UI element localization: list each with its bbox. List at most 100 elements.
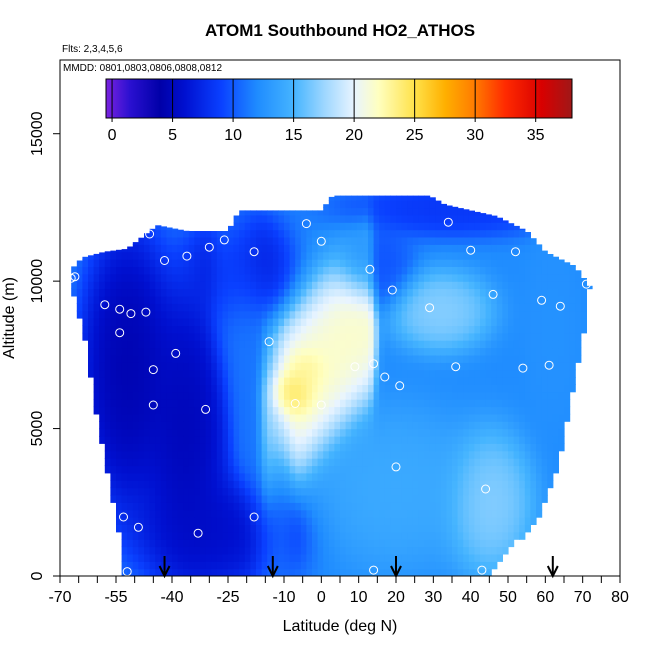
heatmap-cell bbox=[155, 369, 162, 378]
heatmap-cell bbox=[362, 428, 369, 437]
heatmap-cell bbox=[530, 465, 537, 474]
heatmap-cell bbox=[295, 480, 302, 489]
heatmap-cell bbox=[379, 236, 386, 245]
heatmap-cell bbox=[351, 421, 358, 430]
heatmap-cell bbox=[390, 413, 397, 422]
heatmap-cell bbox=[250, 553, 257, 562]
heatmap-cell bbox=[239, 310, 246, 319]
heatmap-cell bbox=[121, 487, 128, 496]
heatmap-cell bbox=[463, 244, 470, 253]
heatmap-cell bbox=[121, 369, 128, 378]
heatmap-cell bbox=[362, 369, 369, 378]
heatmap-cell bbox=[351, 472, 358, 481]
heatmap-cell bbox=[334, 480, 341, 489]
heatmap-cell bbox=[104, 406, 111, 415]
heatmap-cell bbox=[317, 502, 324, 511]
heatmap-cell bbox=[536, 273, 543, 282]
heatmap-cell bbox=[508, 318, 515, 326]
heatmap-cell bbox=[121, 266, 128, 275]
heatmap-cell bbox=[446, 399, 453, 408]
heatmap-cell bbox=[368, 214, 375, 223]
heatmap-cell bbox=[368, 295, 375, 304]
heatmap-cell bbox=[160, 354, 167, 363]
heatmap-cell bbox=[519, 509, 526, 518]
heatmap-cell bbox=[211, 428, 218, 437]
heatmap-cell bbox=[334, 325, 341, 334]
heatmap-cell bbox=[379, 399, 386, 408]
heatmap-cell bbox=[396, 214, 403, 223]
heatmap-cell bbox=[160, 413, 167, 422]
heatmap-cell bbox=[519, 325, 526, 334]
heatmap-cell bbox=[390, 325, 397, 334]
heatmap-cell bbox=[368, 399, 375, 408]
heatmap-cell bbox=[183, 428, 190, 437]
heatmap-cell bbox=[435, 295, 442, 304]
heatmap-cell bbox=[228, 465, 235, 474]
heatmap-cell bbox=[278, 288, 285, 297]
heatmap-cell bbox=[256, 210, 263, 216]
heatmap-cell bbox=[228, 384, 235, 393]
heatmap-cell bbox=[284, 487, 291, 496]
heatmap-cell bbox=[317, 244, 324, 253]
heatmap-cell bbox=[429, 553, 436, 562]
heatmap-cell bbox=[284, 384, 291, 393]
heatmap-cell bbox=[132, 487, 139, 496]
heatmap-cell bbox=[496, 465, 503, 474]
heatmap-cell bbox=[424, 229, 431, 238]
heatmap-cell bbox=[256, 517, 263, 525]
heatmap-cell bbox=[317, 546, 324, 555]
heatmap-cell bbox=[306, 568, 313, 576]
heatmap-cell bbox=[216, 340, 223, 349]
heatmap-cell bbox=[216, 231, 223, 238]
heatmap-cell bbox=[228, 281, 235, 290]
heatmap-cell bbox=[289, 295, 296, 304]
heatmap-cell bbox=[396, 251, 403, 260]
heatmap-cell bbox=[429, 494, 436, 503]
heatmap-cell bbox=[233, 531, 240, 540]
heatmap-cell bbox=[289, 369, 296, 378]
heatmap-cell bbox=[485, 458, 492, 467]
heatmap-cell bbox=[373, 318, 380, 326]
heatmap-cell bbox=[200, 391, 207, 400]
heatmap-cell bbox=[485, 295, 492, 304]
heatmap-cell bbox=[384, 195, 391, 201]
heatmap-cell bbox=[564, 310, 571, 319]
heatmap-cell bbox=[485, 229, 492, 238]
heatmap-cell bbox=[244, 443, 251, 452]
heatmap-cell bbox=[317, 450, 324, 459]
heatmap-cell bbox=[446, 561, 453, 570]
heatmap-cell bbox=[132, 332, 139, 341]
heatmap-cell bbox=[300, 318, 307, 326]
heatmap-cell bbox=[379, 318, 386, 326]
heatmap-cell bbox=[261, 517, 268, 525]
heatmap-cell bbox=[418, 428, 425, 437]
sample-point bbox=[133, 522, 143, 532]
heatmap-cell bbox=[390, 472, 397, 481]
heatmap-cell bbox=[519, 266, 526, 275]
heatmap-cell bbox=[233, 273, 240, 282]
heatmap-cell bbox=[384, 273, 391, 282]
heatmap-cell bbox=[345, 236, 352, 245]
heatmap-cell bbox=[228, 369, 235, 378]
heatmap-cell bbox=[351, 406, 358, 415]
heatmap-cell bbox=[104, 251, 111, 253]
heatmap-cell bbox=[446, 487, 453, 496]
heatmap-cell bbox=[211, 546, 218, 555]
heatmap-cell bbox=[418, 465, 425, 474]
heatmap-cell bbox=[480, 332, 487, 341]
heatmap-cell bbox=[155, 251, 162, 260]
heatmap-cell bbox=[272, 210, 279, 216]
heatmap-cell bbox=[267, 369, 274, 378]
heatmap-cell bbox=[356, 347, 363, 356]
heatmap-cell bbox=[569, 332, 576, 341]
heatmap-cell bbox=[340, 251, 347, 260]
heatmap-cell bbox=[166, 347, 173, 356]
heatmap-cell bbox=[200, 406, 207, 415]
heatmap-cell bbox=[491, 539, 498, 548]
heatmap-cell bbox=[160, 517, 167, 525]
heatmap-cell bbox=[328, 509, 335, 518]
heatmap-cell bbox=[446, 207, 453, 216]
heatmap-cell bbox=[379, 251, 386, 260]
heatmap-cell bbox=[586, 285, 593, 290]
heatmap-cell bbox=[222, 369, 229, 378]
